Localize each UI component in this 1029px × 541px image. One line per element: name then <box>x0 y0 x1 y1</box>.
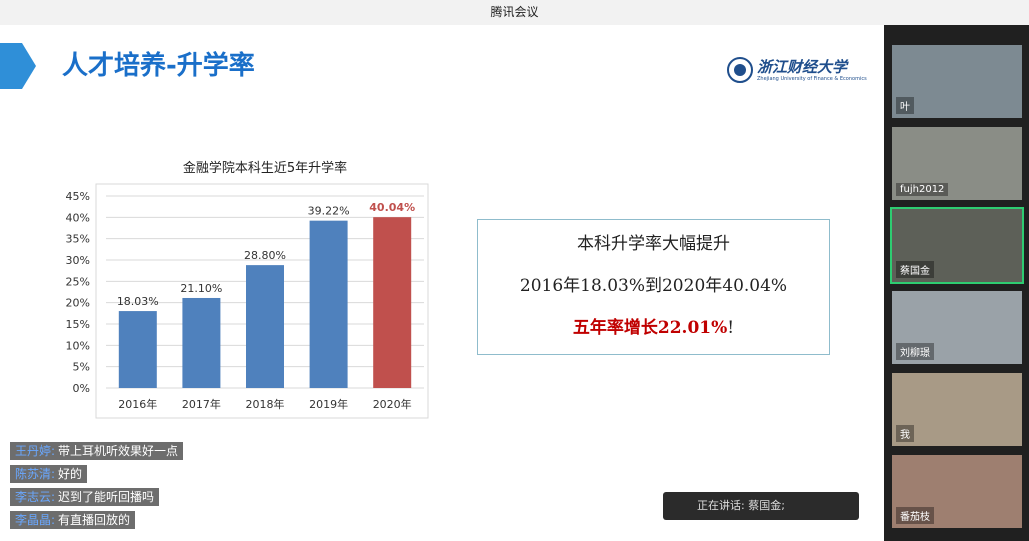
logo-subtitle: Zhejiang University of Finance & Economi… <box>757 76 867 82</box>
y-tick-label: 35% <box>66 233 90 246</box>
y-tick-label: 10% <box>66 339 90 352</box>
participant-name: fujh2012 <box>896 183 949 196</box>
x-tick-label: 2019年 <box>309 397 348 411</box>
chart-title: 金融学院本科生近5年升学率 <box>183 160 347 176</box>
x-tick-label: 2018年 <box>246 397 285 411</box>
chat-text: 带上耳机听效果好一点 <box>58 444 179 458</box>
participant-name: 叶 <box>896 97 914 114</box>
summary-emphasis-row: 五年率增长22.01%! <box>478 307 829 349</box>
logo-name: 浙江财经大学 <box>757 58 848 76</box>
bar <box>309 220 348 388</box>
slide: 人才培养-升学率 浙江财经大学 Zhejiang University of F… <box>0 25 884 541</box>
summary-line: 本科升学率大幅提升 <box>577 234 730 254</box>
chat-message: 陈苏清: 好的 <box>10 465 88 483</box>
data-label: 18.03% <box>117 295 159 308</box>
speaking-label: 正在讲话: <box>697 499 745 512</box>
y-tick-label: 45% <box>66 190 90 203</box>
bar <box>118 311 157 388</box>
participant-name: 刘柳璟 <box>896 343 934 360</box>
bar <box>182 297 221 388</box>
summary-box: 本科升学率大幅提升 2016年18.03%到2020年40.04% 五年率增长2… <box>477 219 830 355</box>
x-tick-label: 2016年 <box>118 397 157 411</box>
data-label: 39.22% <box>308 205 350 218</box>
x-tick-label: 2017年 <box>182 397 221 411</box>
bar <box>373 217 412 388</box>
chat-message: 王丹婷: 带上耳机听效果好一点 <box>10 442 184 460</box>
y-tick-label: 15% <box>66 318 90 331</box>
slide-title: 人才培养-升学率 <box>62 51 255 81</box>
speaking-name: 蔡国金; <box>748 499 785 512</box>
y-tick-label: 20% <box>66 297 90 310</box>
chart: 金融学院本科生近5年升学率 0% 5% 10% 15% 20% 25% 30% 35% 40% 4… <box>66 160 429 419</box>
chat-sender: 陈苏清: <box>15 467 56 481</box>
chart-frame <box>95 183 429 419</box>
data-label: 40.04% <box>369 201 415 214</box>
participant-tile[interactable]: 刘柳璟 <box>892 291 1022 364</box>
chat-text: 好的 <box>58 467 83 481</box>
y-tick-label: 40% <box>66 211 90 224</box>
data-label: 28.80% <box>244 249 286 262</box>
logo-emblem <box>727 57 753 83</box>
x-tick-label: 2020年 <box>373 397 412 411</box>
summary-mark: ! <box>727 318 735 338</box>
summary-emphasis: 五年率增长22.01% <box>572 318 728 338</box>
chat-text: 迟到了能听回播吗 <box>58 490 155 504</box>
summary-line: 2016年18.03%到2020年40.04% <box>519 276 788 296</box>
chat-sender: 王丹婷: <box>15 444 56 458</box>
participant-name: 我 <box>896 425 914 442</box>
participant-tile[interactable]: 蔡国金 <box>890 207 1024 284</box>
chat-sender: 李晶晶: <box>15 513 56 527</box>
speaking-indicator: 正在讲话: 蔡国金; <box>663 492 859 520</box>
slide-arrow <box>0 43 36 89</box>
participant-name: 番茄枝 <box>896 507 934 524</box>
y-tick-label: 0% <box>73 382 90 395</box>
chat-sender: 李志云: <box>15 490 56 504</box>
bar <box>246 265 284 388</box>
participant-name: 蔡国金 <box>896 261 934 278</box>
chat-text: 有直播回放的 <box>58 513 131 527</box>
chat-message: 李晶晶: 有直播回放的 <box>10 511 136 529</box>
participant-panel: 叶 fujh2012 蔡国金刘柳璟我番茄枝 <box>884 25 1029 541</box>
window-title: 腾讯会议 <box>0 0 1029 25</box>
participant-tile[interactable]: 我 <box>892 373 1022 446</box>
data-label: 21.10% <box>180 282 222 295</box>
participant-tile[interactable]: 番茄枝 <box>892 455 1022 528</box>
y-tick-label: 5% <box>73 361 90 374</box>
participant-tile[interactable]: fujh2012 <box>892 127 1022 200</box>
y-tick-label: 30% <box>66 254 90 267</box>
chat-message: 李志云: 迟到了能听回播吗 <box>10 488 160 506</box>
y-tick-label: 25% <box>66 275 90 288</box>
participant-tile[interactable]: 叶 <box>892 45 1022 118</box>
